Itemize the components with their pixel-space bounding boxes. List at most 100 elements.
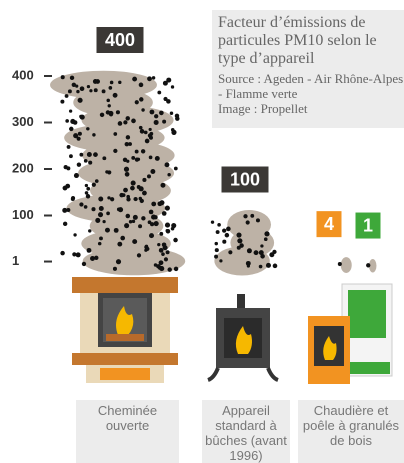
particle: [265, 262, 271, 268]
particle: [224, 232, 230, 238]
particle: [101, 89, 106, 94]
particle: [79, 202, 84, 207]
particle: [171, 222, 177, 229]
particle: [109, 112, 113, 117]
particle: [86, 247, 92, 253]
particle: [154, 155, 160, 161]
particle: [148, 127, 152, 132]
value-label: 400: [105, 30, 135, 50]
particle: [97, 241, 102, 246]
particle: [258, 264, 263, 269]
particle: [118, 80, 122, 85]
particle: [99, 236, 103, 241]
particle: [133, 196, 138, 202]
particle: [161, 252, 165, 256]
particle: [222, 228, 227, 233]
particle: [239, 243, 244, 248]
value-label: 100: [230, 169, 260, 189]
particle: [158, 247, 164, 253]
particle: [75, 84, 79, 88]
y-tick-label: 400: [12, 67, 34, 82]
particle: [124, 171, 130, 177]
particle: [62, 207, 68, 213]
particle: [144, 138, 150, 144]
particle: [115, 259, 122, 265]
particle: [90, 256, 95, 261]
particle: [91, 207, 96, 212]
particle: [73, 133, 79, 139]
particle: [123, 187, 128, 193]
particle: [161, 242, 167, 248]
particle: [94, 179, 99, 183]
particle: [93, 88, 98, 93]
particle: [272, 263, 278, 269]
fireplace-illustration: [72, 277, 178, 383]
particle: [134, 100, 139, 105]
particle: [77, 97, 83, 103]
particle: [236, 245, 241, 250]
particle: [160, 182, 166, 188]
particle: [132, 239, 138, 245]
particle: [113, 148, 118, 154]
particle: [162, 119, 167, 124]
particle: [102, 220, 106, 224]
particle: [83, 159, 88, 163]
particle: [151, 76, 156, 80]
info-box: Facteur d’émissions de particules PM10 s…: [212, 10, 404, 128]
particle: [107, 196, 111, 200]
particle: [148, 155, 153, 160]
particle: [132, 76, 138, 82]
particle: [71, 82, 77, 88]
particle: [245, 260, 251, 266]
particle: [226, 226, 231, 232]
value-label-box: [316, 211, 342, 238]
particle: [92, 133, 96, 137]
particle: [93, 152, 98, 157]
particle: [131, 118, 136, 124]
particle: [163, 257, 169, 262]
particle: [149, 109, 155, 115]
particle: [210, 220, 215, 224]
particle: [253, 250, 259, 256]
value-label: 4: [324, 214, 334, 234]
particle: [260, 253, 265, 259]
particle: [72, 120, 78, 125]
particle: [117, 241, 123, 247]
cloud-puff: [340, 257, 352, 273]
particle: [92, 79, 98, 84]
particle: [138, 82, 144, 88]
particle: [79, 114, 83, 119]
particle: [245, 220, 250, 225]
particle: [164, 162, 170, 168]
particle: [86, 152, 92, 158]
particle: [109, 80, 114, 85]
particle: [131, 219, 136, 224]
particle: [130, 180, 136, 186]
particle: [165, 228, 169, 233]
particle: [165, 250, 170, 255]
particle: [104, 227, 110, 233]
particle: [120, 235, 126, 241]
particle: [153, 119, 159, 125]
particle: [126, 194, 130, 199]
particle: [145, 246, 150, 252]
particle: [258, 250, 264, 256]
particle: [132, 214, 138, 220]
particle: [173, 237, 178, 243]
particle: [141, 216, 146, 221]
particle: [77, 131, 82, 136]
particle: [83, 205, 88, 209]
particle: [246, 264, 250, 268]
particle: [217, 223, 221, 227]
particle: [84, 191, 89, 195]
particle: [138, 224, 143, 229]
particle: [214, 248, 219, 253]
particle: [167, 267, 172, 272]
particle: [260, 244, 264, 248]
particle: [171, 129, 177, 135]
particle: [65, 183, 71, 189]
particle: [60, 75, 65, 80]
particle: [66, 207, 71, 213]
particle: [105, 110, 111, 115]
